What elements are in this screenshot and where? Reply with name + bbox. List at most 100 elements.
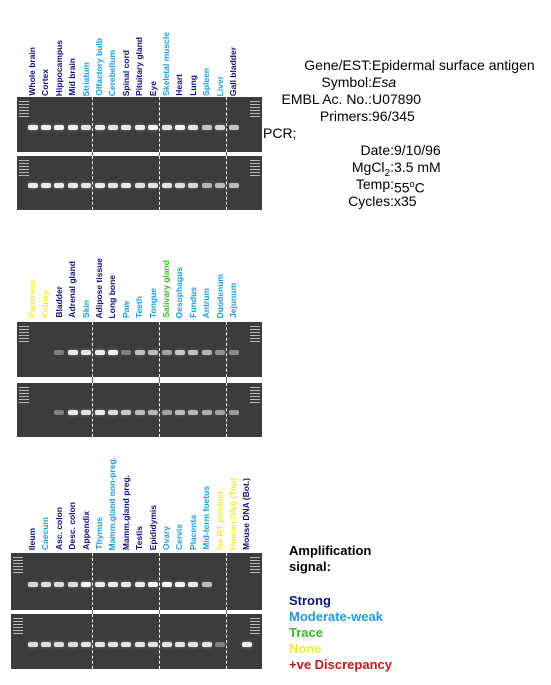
panel-2-gel-top [17,322,262,377]
lane-separator [226,322,228,377]
lane-label: Spleen [201,68,212,96]
ladder-marker [250,160,260,178]
lane-label: Epididymis [147,504,158,550]
lane-label: Lung [187,75,198,96]
gel-band [54,183,65,188]
gel-band [40,641,51,647]
primers-key: Primers: [319,108,372,124]
gene-value: Epidermal surface antigen [372,57,535,73]
lane-label: Ileum [27,527,37,550]
gel-band [148,183,159,188]
panel-2-lane-labels: Pancreas Kidney Bladder Adrenal gland Skin Ad… [17,226,262,318]
gel-band [27,641,38,647]
gel-band [228,124,239,130]
gel-band [148,349,159,355]
gel-band [174,183,185,188]
gel-band [134,581,145,587]
lane-label: No RT product [214,490,225,550]
lane-label: Olfactory bulb [94,38,104,96]
lane-label: Paw [120,300,131,318]
ladder-marker [13,618,23,636]
gel-band [228,410,239,415]
gel-band [134,349,145,355]
panel-1-lane-labels: Whole brain Cortex Hippocampus Mid brain Str… [17,4,262,96]
pcr-label: PCR; [263,125,297,141]
legend-item: None [289,641,322,656]
lane-label: Cortex [40,69,51,96]
gel-band [27,124,38,130]
gel-band [188,641,199,647]
lane-label: Hippocampus [53,39,64,96]
lane-label: Human DNA (Top) [228,477,238,550]
lane-label: Mid brain [67,58,78,96]
lane-label: Skin [80,300,91,318]
gel-band [134,183,145,188]
temp-value: 55oC [394,179,425,196]
lane-label: Appendix [80,511,91,550]
panel-3-gel-top [11,553,262,610]
gel-band [188,183,199,188]
gel-band [121,124,132,130]
gel-band [107,581,118,587]
lane-label: Bladder [53,286,64,318]
gel-band [107,410,118,415]
gel-band [27,183,38,188]
gel-band [201,349,212,355]
gel-band [40,581,51,587]
lane-separator [92,97,94,152]
gel-band [94,581,105,587]
gel-band [134,410,145,415]
primers-value: 96/345 [372,108,415,124]
lane-separator [226,553,228,610]
lane-separator [159,610,161,614]
ladder-marker [250,326,260,344]
gel-band [174,581,185,587]
gel-band [121,349,132,355]
lane-separator [159,322,161,377]
lane-separator [92,614,94,669]
lane-label: Mamm.gland non-preg. [107,456,118,551]
legend-item: +ve Discrepancy [289,657,392,672]
gel-band [54,581,65,587]
lane-separator [159,156,161,210]
mgcl2-key: MgCl2: [351,159,394,179]
gene-info: Gene/EST: Epidermal surface antigen Symb… [263,57,535,210]
gel-band [94,641,105,647]
lane-label: Pituitary gland [134,36,145,96]
gel-band [121,641,132,647]
panel-1-gel-top [17,97,262,152]
gel-band [161,183,172,188]
gel-band [241,641,252,647]
lane-separator [159,553,161,610]
lane-label: Cervix [174,524,185,550]
date-key: Date: [360,142,394,158]
gel-band [201,183,212,188]
gene-row: Gene/EST: Epidermal surface antigen [263,57,534,74]
cycles-key: Cycles: [348,193,394,209]
lane-label: Liver [214,75,225,96]
lane-label: Gall bladder [228,46,238,96]
gel-band [188,124,199,130]
gel-band [215,641,226,647]
gel-band [201,581,212,587]
cycles-value: x35 [394,193,417,209]
gel-band [54,410,65,415]
lane-label: Eye [147,80,158,96]
gel-band [161,641,172,647]
mgcl2-value: 3.5 mM [394,159,441,175]
gel-band [161,581,172,587]
ladder-marker [250,387,260,405]
lane-label: Duodenum [214,273,225,318]
lane-label: Whole brain [27,47,37,96]
gel-band [81,581,92,587]
date-value: 9/10/96 [394,142,441,158]
gel-band [215,124,226,130]
ladder-marker [13,557,23,575]
lane-label: Asc. colon [53,507,64,550]
gel-band [81,641,92,647]
lane-label: Tongue [147,287,158,318]
lane-label: Long bone [107,274,118,318]
gel-band [174,124,185,130]
lane-separator [159,614,161,669]
lane-label: Placenta [187,515,198,550]
